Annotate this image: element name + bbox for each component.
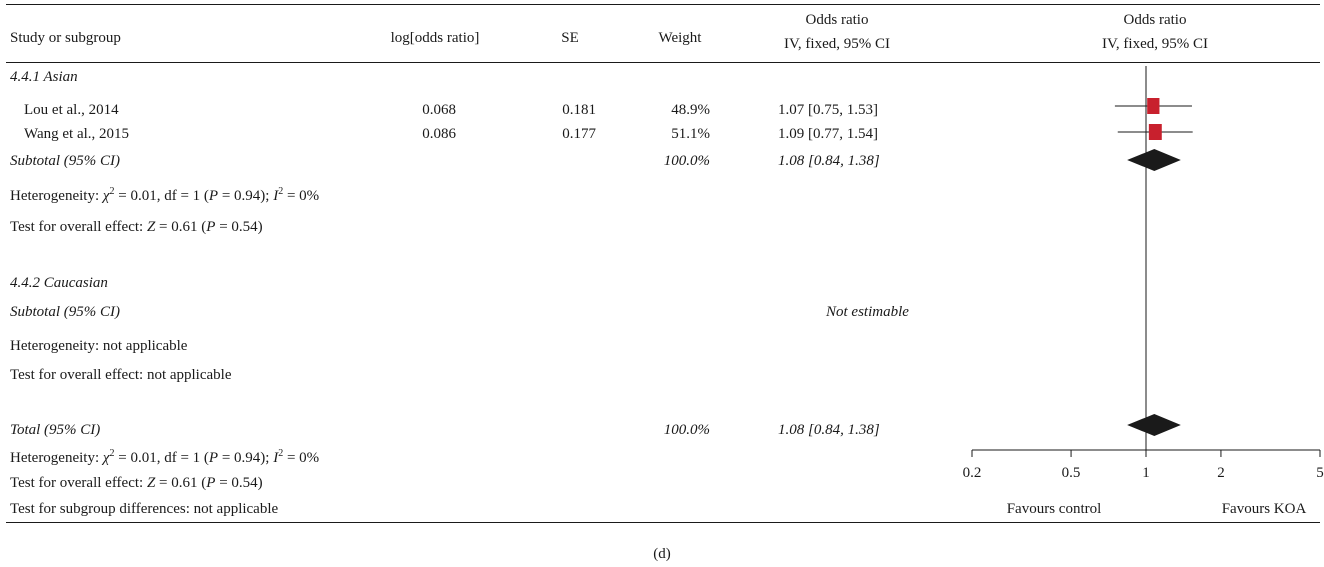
study-name: Lou et al., 2014 bbox=[24, 102, 119, 118]
total-overall-effect-text: Test for overall effect: Z = 0.61 (P = 0… bbox=[10, 475, 263, 491]
study-name: Wang et al., 2015 bbox=[24, 126, 130, 142]
subgroup-title: 4.4.1 Asian bbox=[10, 69, 78, 85]
header-plot-line1: Odds ratio bbox=[1123, 12, 1187, 28]
header-or-line1: Odds ratio bbox=[805, 12, 869, 28]
overall-effect-text: Test for overall effect: Z = 0.61 (P = 0… bbox=[10, 219, 263, 235]
favours-left-label: Favours control bbox=[1007, 501, 1102, 517]
heterogeneity-text: Heterogeneity: χ2 = 0.01, df = 1 (P = 0.… bbox=[10, 186, 320, 205]
x-tick-label: 1 bbox=[1142, 465, 1150, 481]
subtotal-ci: Not estimable bbox=[826, 304, 909, 320]
subtotal-label: Subtotal (95% CI) bbox=[10, 304, 120, 320]
study-ci: 1.09 [0.77, 1.54] bbox=[778, 126, 878, 142]
x-tick-label: 5 bbox=[1316, 465, 1324, 481]
pooled-diamond bbox=[1127, 149, 1181, 171]
heterogeneity-text: Heterogeneity: not applicable bbox=[10, 338, 188, 354]
figure-caption: (d) bbox=[653, 546, 671, 562]
header-weight: Weight bbox=[658, 30, 702, 46]
study-ci: 1.07 [0.75, 1.53] bbox=[778, 102, 878, 118]
total-heterogeneity-text: Heterogeneity: χ2 = 0.01, df = 1 (P = 0.… bbox=[10, 448, 320, 467]
header-or-line2: IV, fixed, 95% CI bbox=[784, 36, 890, 52]
header-se: SE bbox=[561, 30, 579, 46]
study-logor: 0.086 bbox=[422, 126, 456, 142]
study-weight: 51.1% bbox=[671, 126, 710, 142]
total-weight: 100.0% bbox=[663, 422, 710, 438]
subgroup-title: 4.4.2 Caucasian bbox=[10, 275, 108, 291]
study-se: 0.177 bbox=[562, 126, 596, 142]
subtotal-weight: 100.0% bbox=[663, 153, 710, 169]
total-ci: 1.08 [0.84, 1.38] bbox=[778, 422, 880, 438]
overall-effect-text: Test for overall effect: not applicable bbox=[10, 367, 232, 383]
subgroup-differences-text: Test for subgroup differences: not appli… bbox=[10, 501, 279, 517]
subtotal-label: Subtotal (95% CI) bbox=[10, 153, 120, 169]
study-marker bbox=[1148, 124, 1162, 140]
study-se: 0.181 bbox=[562, 102, 596, 118]
total-label: Total (95% CI) bbox=[10, 422, 101, 438]
x-tick-label: 0.2 bbox=[963, 465, 982, 481]
subtotal-ci: 1.08 [0.84, 1.38] bbox=[778, 153, 880, 169]
study-weight: 48.9% bbox=[671, 102, 710, 118]
study-marker bbox=[1147, 98, 1160, 114]
top-rule bbox=[6, 4, 1320, 5]
header-plot-line2: IV, fixed, 95% CI bbox=[1102, 36, 1208, 52]
header-logor: log[odds ratio] bbox=[390, 30, 480, 46]
x-tick-label: 0.5 bbox=[1062, 465, 1081, 481]
header-study: Study or subgroup bbox=[10, 30, 121, 46]
pooled-diamond bbox=[1127, 414, 1181, 436]
favours-right-label: Favours KOA bbox=[1222, 501, 1307, 517]
header-rule bbox=[6, 62, 1320, 63]
x-tick-label: 2 bbox=[1217, 465, 1225, 481]
bottom-rule bbox=[6, 522, 1320, 523]
study-logor: 0.068 bbox=[422, 102, 456, 118]
